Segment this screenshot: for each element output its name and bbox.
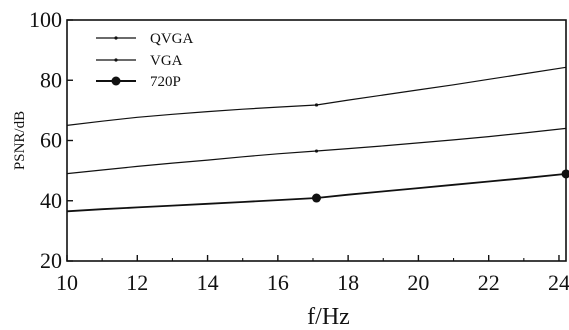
y-tick-label: 40 [40, 188, 62, 213]
y-tick-label: 100 [29, 7, 62, 32]
y-tick-label: 60 [40, 128, 62, 153]
series-line-720p [66, 173, 567, 213]
legend-marker-720p [111, 76, 121, 86]
legend-label-vga: VGA [150, 53, 183, 69]
legend-marker-qvga [114, 36, 118, 40]
data-point-720p [312, 193, 321, 203]
plot-frame [66, 19, 567, 262]
y-tick-label: 80 [40, 67, 62, 92]
legend-label-720p: 720P [150, 74, 181, 90]
series-line-qvga [66, 66, 567, 126]
x-tick-label: 18 [337, 270, 359, 295]
x-tick-label: 10 [56, 270, 78, 295]
x-tick-label: 22 [478, 270, 500, 295]
y-axis-title: PSNR/dB [12, 111, 28, 170]
y-tick-label: 20 [40, 248, 62, 273]
legend: QVGA VGA 720P [96, 31, 193, 90]
series-lines [66, 66, 569, 213]
data-point-vga [314, 149, 319, 153]
x-axis-title: f/Hz [307, 304, 350, 330]
legend-label-qvga: QVGA [150, 31, 193, 47]
x-tick-label: 12 [126, 270, 148, 295]
data-point-720p [561, 169, 569, 179]
x-tick-label: 24 [548, 270, 569, 295]
axes: 20 40 60 80 100 10 12 14 16 18 20 22 24 f/Hz PSNR/dB [12, 7, 569, 330]
x-tick-label: 14 [197, 270, 219, 295]
data-point-qvga [314, 103, 319, 107]
legend-marker-vga [114, 58, 118, 62]
x-tick-label: 20 [407, 270, 429, 295]
x-tick-label: 16 [267, 270, 289, 295]
